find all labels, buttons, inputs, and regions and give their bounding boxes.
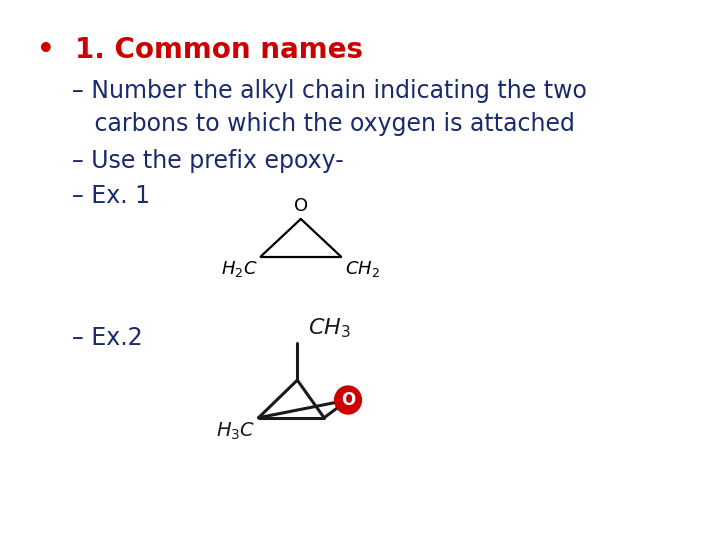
Text: – Ex. 1: – Ex. 1 (72, 184, 150, 208)
Text: 1. Common names: 1. Common names (76, 36, 364, 64)
Text: $H_3C$: $H_3C$ (215, 421, 255, 442)
Text: $CH_3$: $CH_3$ (308, 316, 351, 340)
Text: carbons to which the oxygen is attached: carbons to which the oxygen is attached (72, 112, 575, 136)
Text: – Number the alkyl chain indicating the two: – Number the alkyl chain indicating the … (72, 79, 587, 103)
Text: •: • (37, 36, 55, 64)
Text: – Use the prefix epoxy-: – Use the prefix epoxy- (72, 149, 343, 173)
Text: $CH_2$: $CH_2$ (344, 259, 379, 279)
Text: $H_2C$: $H_2C$ (220, 259, 257, 279)
Text: – Ex.2: – Ex.2 (72, 326, 143, 350)
Ellipse shape (335, 386, 361, 414)
Text: O: O (294, 197, 308, 215)
Text: O: O (341, 391, 355, 409)
